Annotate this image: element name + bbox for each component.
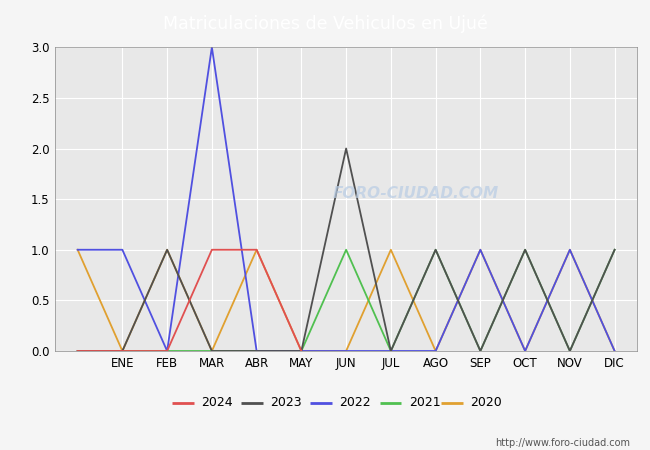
- Text: http://www.foro-ciudad.com: http://www.foro-ciudad.com: [495, 438, 630, 448]
- Text: 2023: 2023: [270, 396, 302, 409]
- Text: FORO-CIUDAD.COM: FORO-CIUDAD.COM: [333, 185, 499, 201]
- Text: 2024: 2024: [202, 396, 233, 409]
- Text: Matriculaciones de Vehiculos en Ujué: Matriculaciones de Vehiculos en Ujué: [162, 14, 488, 33]
- Text: 2022: 2022: [339, 396, 371, 409]
- Text: 2020: 2020: [471, 396, 502, 409]
- Text: 2021: 2021: [409, 396, 440, 409]
